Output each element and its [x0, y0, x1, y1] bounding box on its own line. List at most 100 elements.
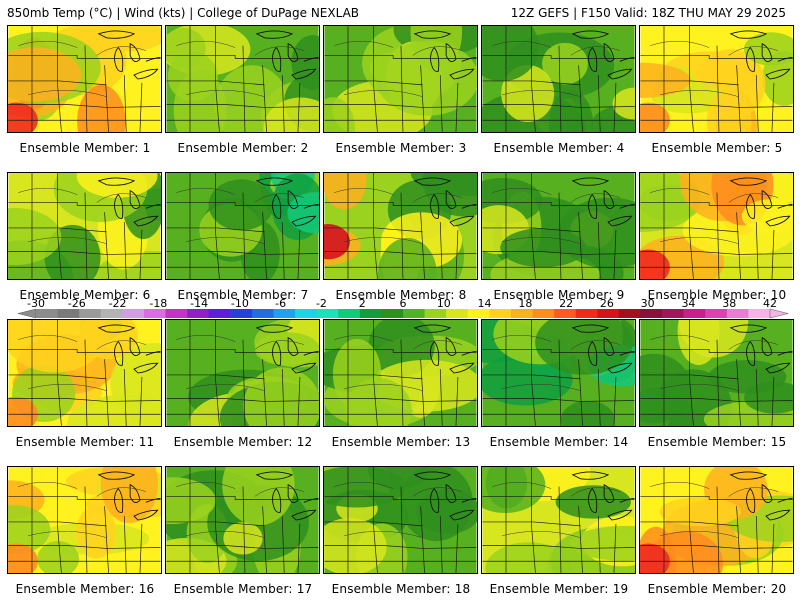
state-borders	[482, 173, 635, 279]
warm-core-region	[8, 543, 38, 573]
colorbar-tick-label: 6	[399, 297, 407, 310]
great-lakes	[97, 30, 161, 80]
colorbar-swatch	[295, 309, 317, 318]
temperature-region	[612, 87, 635, 120]
colorbar-swatch	[338, 309, 361, 318]
colorbar-tick-label: 22	[559, 297, 574, 310]
state-borders	[166, 467, 319, 573]
great-lakes	[413, 177, 477, 227]
great-lakes	[729, 30, 793, 80]
colorbar-tick-label: 42	[763, 297, 777, 310]
state-borders	[166, 173, 319, 279]
colorbar-swatch	[489, 309, 512, 318]
wind-contours	[334, 187, 462, 244]
ensemble-map-panel	[323, 466, 478, 574]
colorbar-swatch	[79, 309, 102, 318]
temperature-field-map	[324, 467, 477, 573]
colorbar-swatch	[187, 309, 210, 318]
great-lakes	[255, 30, 319, 80]
temperature-region	[243, 367, 319, 426]
temperature-region	[482, 26, 539, 82]
temperature-region	[8, 320, 109, 373]
warm-core-region	[8, 102, 38, 132]
temperature-field-map	[482, 320, 635, 426]
ensemble-member-label: Ensemble Member: 18	[331, 582, 471, 596]
temperature-field-map	[166, 26, 319, 132]
temperature-region	[659, 497, 741, 527]
wind-contours	[650, 334, 778, 391]
wind-contours	[18, 481, 146, 538]
colorbar-tick-label: 38	[722, 297, 737, 310]
great-lakes	[729, 177, 793, 227]
ensemble-member-label: Ensemble Member: 10	[647, 288, 787, 302]
ensemble-member-label: Ensemble Member: 3	[335, 141, 467, 155]
great-lakes	[255, 177, 319, 227]
ensemble-member-label: Ensemble Member: 8	[335, 288, 467, 302]
warm-core-region	[8, 396, 38, 426]
temperature-region	[367, 467, 429, 490]
ensemble-map-panel	[639, 25, 794, 133]
great-lakes	[571, 471, 635, 521]
temperature-field-map	[482, 467, 635, 573]
state-borders	[324, 320, 477, 426]
warm-core-region	[640, 543, 670, 573]
ensemble-member-label: Ensemble Member: 9	[493, 288, 625, 302]
warm-core-region	[324, 224, 350, 260]
colorbar-swatch	[57, 309, 80, 318]
warm-core-region	[640, 102, 670, 132]
temperature-field-map	[640, 173, 793, 279]
colorbar-tick-label: -30	[27, 297, 45, 310]
ensemble-member-label: Ensemble Member: 13	[331, 435, 471, 449]
temperature-field-map	[640, 26, 793, 132]
temperature-field-map	[640, 320, 793, 426]
colorbar-swatch	[316, 309, 339, 318]
temperature-region	[287, 192, 319, 234]
ensemble-map-panel	[165, 25, 320, 133]
colorbar-tick-label: -6	[275, 297, 287, 310]
wind-contours	[176, 481, 304, 538]
state-borders	[8, 173, 161, 279]
colorbar-swatch	[165, 309, 188, 318]
temperature-field-map	[8, 173, 161, 279]
ensemble-member-label: Ensemble Member: 5	[651, 141, 783, 155]
temperature-region	[166, 477, 216, 525]
colorbar-swatch	[143, 309, 166, 318]
temperature-field-map	[640, 467, 793, 573]
state-borders	[482, 320, 635, 426]
ensemble-map-panel	[323, 25, 478, 133]
wind-contours	[650, 481, 778, 538]
temperature-region	[324, 173, 367, 210]
wind-contours	[176, 334, 304, 391]
ensemble-map-panel	[165, 319, 320, 427]
temperature-region	[375, 41, 477, 116]
ensemble-map-panel	[639, 172, 794, 280]
ensemble-member-label: Ensemble Member: 2	[177, 141, 309, 155]
wind-contours	[18, 334, 146, 391]
state-borders	[324, 173, 477, 279]
ensemble-map-panel	[7, 25, 162, 133]
colorbar-tick-label: 18	[518, 297, 533, 310]
ensemble-member-label: Ensemble Member: 14	[489, 435, 629, 449]
wind-contours	[650, 40, 778, 97]
colorbar-swatch	[748, 309, 771, 318]
colorbar-tick-label: -18	[149, 297, 168, 310]
great-lakes	[571, 30, 635, 80]
ensemble-member-label: Ensemble Member: 11	[15, 435, 155, 449]
ensemble-map-panel	[7, 466, 162, 574]
temperature-region	[222, 467, 295, 526]
great-lakes	[729, 471, 793, 521]
temperature-region	[8, 505, 51, 555]
temperature-region	[640, 62, 691, 98]
colorbar-swatch	[510, 309, 533, 318]
wind-contours	[176, 40, 304, 97]
colorbar-swatch	[532, 309, 555, 318]
colorbar-swatch	[230, 309, 253, 318]
temperature-field-map	[324, 26, 477, 132]
state-borders	[640, 173, 793, 279]
wind-contours	[492, 481, 620, 538]
ensemble-member-label: Ensemble Member: 4	[493, 141, 625, 155]
colorbar-tick-label: 26	[599, 297, 614, 310]
wind-contours	[18, 40, 146, 97]
wind-contours	[650, 187, 778, 244]
temperature-field-map	[166, 320, 319, 426]
